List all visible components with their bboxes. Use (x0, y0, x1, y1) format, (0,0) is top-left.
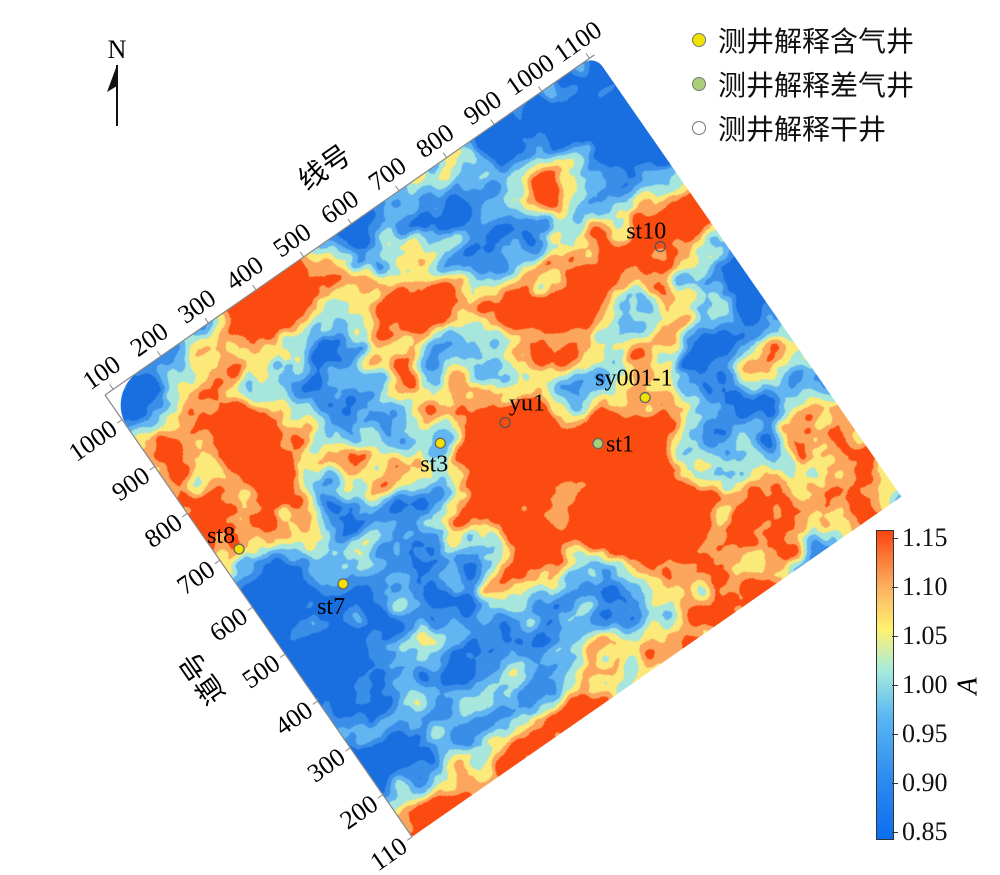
well-label: yu1 (509, 391, 545, 417)
y-tick (377, 794, 384, 799)
well-st8[interactable]: st8 (207, 523, 245, 555)
colorbar-tick-label: 1.00 (902, 670, 948, 699)
x-tick-label: 500 (268, 217, 317, 263)
y-tick-label: 200 (335, 789, 384, 835)
y-tick-label: 300 (302, 742, 351, 788)
well-label: sy001-1 (595, 366, 672, 392)
y-tick-label: 900 (106, 461, 155, 507)
x-tick (490, 119, 495, 125)
colorbar-tick-label: 1.05 (902, 621, 948, 650)
colorbar-tick (892, 636, 898, 637)
y-tick (345, 747, 351, 752)
y-tick (279, 653, 286, 658)
well-marker-icon (654, 240, 666, 253)
x-tick-label: 800 (411, 118, 460, 164)
x-tick (299, 251, 305, 258)
well-marker-icon (233, 543, 245, 555)
well-marker-icon (639, 391, 651, 404)
well-label: st8 (207, 523, 235, 549)
colorbar-tick (892, 832, 898, 833)
x-tick-label: 700 (363, 151, 412, 197)
colorbar-tick (892, 685, 898, 686)
x-tick-label: 1100 (549, 15, 607, 68)
y-tick (116, 419, 123, 424)
x-tick (157, 350, 162, 357)
y-tick (247, 606, 253, 612)
y-tick-label: 600 (204, 601, 253, 647)
well-marker-icon (434, 437, 446, 449)
legend-label: 测井解释含气井 (718, 27, 915, 58)
x-tick (538, 86, 543, 92)
gas-well-marker-icon (692, 33, 706, 47)
north-label: N (108, 35, 127, 64)
legend-item-poor-gas-well: 测井解释差气井 (692, 62, 914, 106)
x-tick-label: 300 (172, 283, 221, 329)
well-label: st10 (626, 219, 666, 245)
y-tick (214, 559, 221, 565)
north-arrow-head (107, 65, 117, 92)
well-marker-icon (337, 578, 349, 590)
x-tick-label: 600 (315, 184, 364, 230)
y-tick-label: 700 (172, 555, 221, 601)
x-tick-label: 400 (220, 250, 269, 296)
x-tick (252, 284, 257, 291)
colorbar-tick-label: 1.10 (902, 572, 948, 601)
colorbar-label: A (952, 677, 984, 695)
y-tick-label: 110 (365, 831, 413, 875)
well-st7[interactable]: st7 (317, 578, 349, 620)
well-marker-icon (499, 416, 511, 429)
x-tick (395, 185, 400, 191)
dry-well-marker-icon (692, 121, 706, 135)
x-axis-line (104, 54, 595, 396)
y-tick (149, 466, 155, 471)
colorbar-tick (892, 783, 898, 784)
legend-item-gas-well: 测井解释含气井 (692, 18, 914, 62)
north-arrow: N (107, 35, 127, 126)
y-tick-label: 500 (237, 648, 286, 694)
legend-label: 测井解释差气井 (718, 71, 915, 102)
x-tick-label: 100 (77, 349, 126, 395)
well-st1[interactable]: st1 (592, 432, 634, 458)
well-marker-icon (592, 437, 604, 450)
y-tick (182, 512, 188, 518)
colorbar-tick-label: 0.85 (902, 817, 948, 846)
colorbar-tick-label: 1.15 (902, 523, 948, 552)
colorbar-tick-label: 0.90 (902, 768, 948, 797)
colorbar-tick (892, 734, 898, 735)
legend-item-dry-well: 测井解释干井 (692, 106, 914, 150)
colorbar-tick (892, 538, 898, 539)
x-tick (204, 317, 209, 324)
y-axis-line (104, 394, 413, 838)
legend-label: 测井解释干井 (718, 115, 887, 146)
poor-gas-well-marker-icon (692, 77, 706, 91)
x-tick-label: 900 (458, 85, 507, 131)
x-tick (585, 53, 590, 59)
colorbar-tick-label: 0.95 (902, 719, 948, 748)
well-label: st3 (420, 451, 448, 477)
x-tick-label: 200 (125, 316, 174, 362)
well-label: st1 (606, 432, 634, 458)
well-st10[interactable]: st10 (626, 219, 666, 253)
y-tick (406, 836, 413, 841)
y-tick-label: 800 (139, 508, 188, 554)
x-tick (347, 218, 352, 225)
y-axis-label: 道号 (174, 646, 232, 710)
y-tick (312, 700, 318, 705)
x-tick-label: 1000 (501, 48, 560, 101)
y-tick-label: 1000 (63, 414, 122, 467)
well-sy001-1[interactable]: sy001-1 (595, 366, 673, 404)
well-st3[interactable]: st3 (420, 437, 448, 477)
x-tick (442, 152, 448, 158)
well-yu1[interactable]: yu1 (499, 391, 545, 429)
legend: 测井解释含气井 测井解释差气井 测井解释干井 (692, 18, 914, 150)
colorbar-tick (892, 587, 898, 588)
well-label: st7 (317, 594, 345, 620)
x-tick (109, 384, 114, 390)
y-tick-label: 400 (269, 695, 318, 741)
